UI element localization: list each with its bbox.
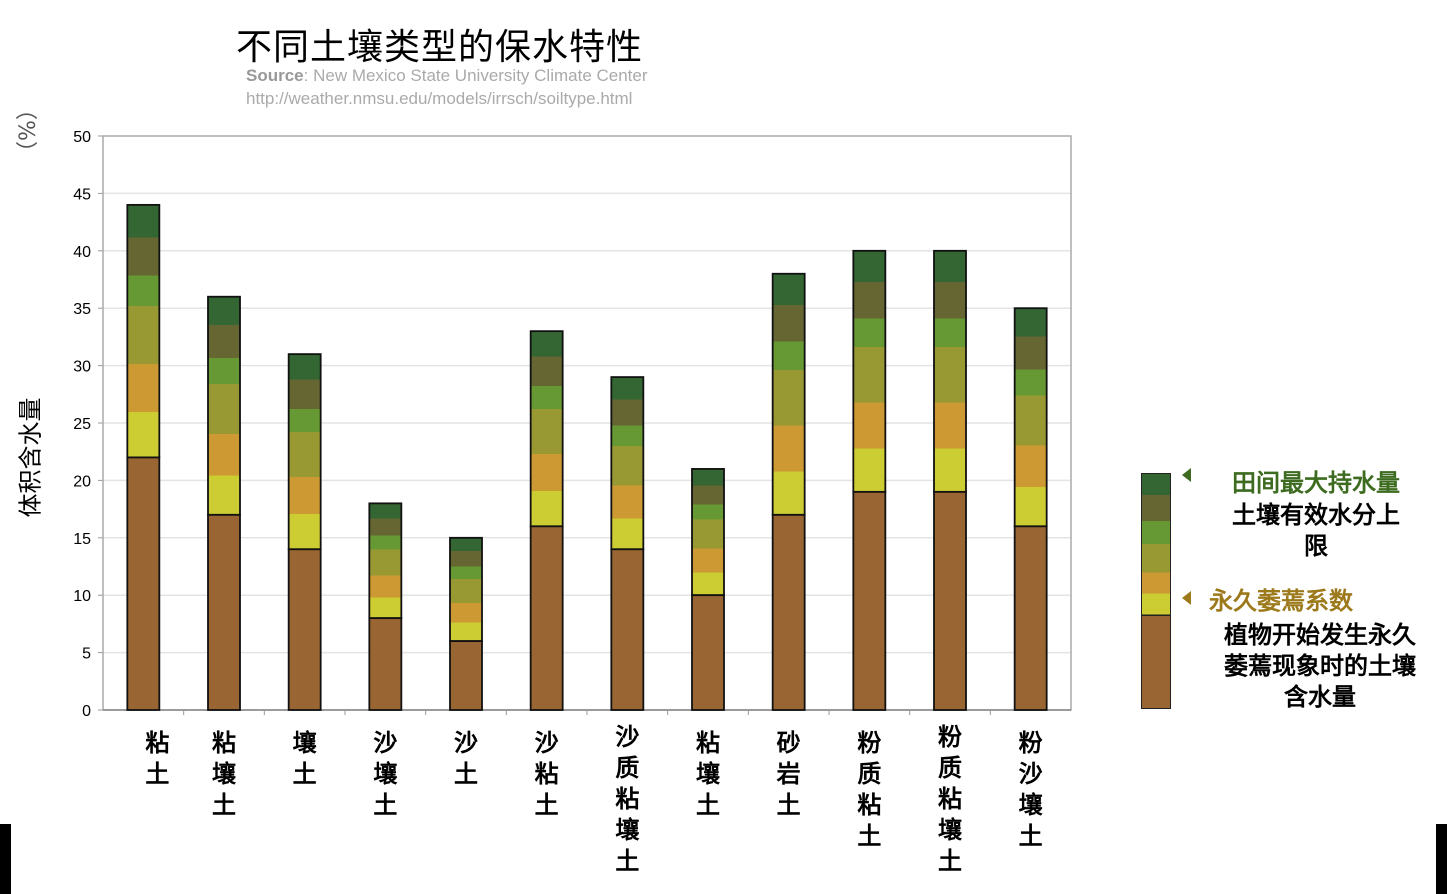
bar-available-water [207,295,241,516]
bar-wilting-point [691,594,725,711]
bar-available-water [610,376,645,551]
corner-mark-right [1436,824,1447,894]
bar-wilting-point [449,640,483,711]
x-tick-label: 砂岩土 [776,729,801,819]
y-tick-label: 15 [73,531,91,548]
x-tick-label: 粉质粘壤土 [938,723,962,875]
y-tick-label: 5 [82,646,91,663]
x-tick-label: 粉质粘土 [857,729,882,850]
bar-available-water [852,249,887,493]
source-label: Source [246,66,304,85]
bar-wilting-point [1013,525,1048,711]
y-tick-label: 25 [73,416,91,433]
y-tick-label: 50 [73,129,91,146]
corner-mark-left [0,824,11,894]
y-tick-label: 30 [73,359,91,376]
bar-wilting-point [126,456,161,711]
legend-field-capacity-desc: 土壤有效水分上 限 [1205,500,1427,562]
wilting-marker-icon [1182,591,1191,605]
legend-field-capacity-title: 田间最大持水量 [1232,469,1400,497]
bar-wilting-point [368,617,403,711]
bar-wilting-point [207,513,241,711]
chart-title: 不同土壤类型的保水特性 [236,27,644,68]
bar-available-water [126,203,161,459]
legend-wilting-title: 永久萎蔫系数 [1209,587,1353,615]
y-tick-label: 35 [73,301,91,318]
x-tick-label: 沙粘土 [534,729,559,819]
legend-wilting-desc-line1: 植物开始发生永久 [1224,621,1416,649]
x-tick-label: 沙土 [454,729,478,788]
source-text: : New Mexico State University Climate Ce… [303,66,648,85]
bar-wilting-point [852,490,887,711]
y-tick-label: 40 [73,244,91,261]
bar-available-water [1013,307,1048,528]
bar-wilting-point [287,548,322,711]
legend-field-capacity-desc-line2: 限 [1304,532,1328,560]
x-tick-label: 沙壤土 [373,729,398,819]
y-tick-label: 20 [73,473,91,490]
bar-available-water [368,502,403,620]
x-tick-label: 沙质粘壤土 [615,723,640,875]
legend-field-capacity-desc-line1: 土壤有效水分上 [1232,501,1400,529]
bar-available-water [287,353,322,551]
legend-wilting-desc-line3: 含水量 [1284,683,1356,711]
x-tick-label: 粉沙壤土 [1018,729,1043,850]
bar-available-water [771,272,806,516]
x-tick-label: 粘土 [145,729,170,788]
legend-color-bar [1141,473,1171,709]
bar-available-water [933,249,967,493]
bar-wilting-point [529,525,564,711]
bar-available-water [691,468,725,597]
bar-wilting-point [610,548,645,711]
y-tick-label: 0 [82,703,91,720]
x-tick-label: 粘壤土 [212,729,236,819]
legend-wilting-desc: 植物开始发生永久 萎蔫现象时的土壤 含水量 [1205,620,1435,713]
bar-available-water [529,330,564,528]
bar-wilting-point [771,513,806,711]
x-tick-label: 壤土 [292,729,317,788]
source-url: http://weather.nmsu.edu/models/irrsch/so… [246,89,633,108]
bar-available-water [449,536,483,643]
bar-wilting-point [933,490,967,711]
x-tick-label: 粘壤土 [696,729,720,819]
field-capacity-marker-icon [1182,468,1191,482]
legend-wilting-desc-line2: 萎蔫现象时的土壤 [1224,652,1416,680]
chart-source: Source: New Mexico State University Clim… [246,64,648,110]
y-tick-label: 45 [73,186,91,203]
y-tick-label: 10 [73,588,91,605]
